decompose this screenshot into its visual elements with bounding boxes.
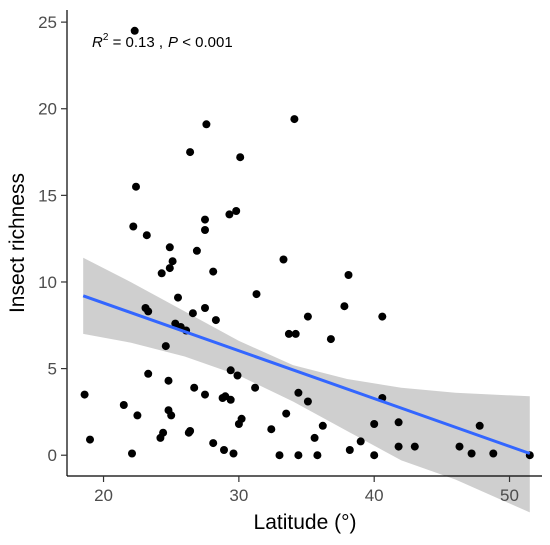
- y-tick-label-20: 20: [38, 100, 57, 119]
- data-point-41: [190, 383, 199, 392]
- data-point-68: [356, 437, 365, 446]
- r-squared-label: R: [92, 34, 103, 51]
- x-tick-label-40: 40: [365, 486, 384, 505]
- data-point-24: [201, 304, 209, 312]
- p-label: P: [168, 34, 178, 51]
- data-point-35: [326, 335, 335, 344]
- y-tick-label-0: 0: [48, 446, 57, 465]
- data-point-44: [80, 390, 89, 399]
- data-point-75: [229, 449, 238, 458]
- data-point-61: [267, 425, 276, 434]
- y-tick-label-10: 10: [38, 273, 57, 292]
- data-point-33: [284, 329, 293, 338]
- data-point-65: [156, 433, 165, 442]
- data-point-49: [226, 395, 235, 404]
- data-point-7: [225, 210, 234, 219]
- data-point-54: [133, 411, 142, 420]
- data-point-19: [344, 271, 353, 279]
- data-point-14: [168, 257, 177, 266]
- data-point-10: [201, 226, 209, 234]
- r-squared-value: = 0.13 ,: [108, 34, 163, 51]
- data-point-5: [132, 182, 140, 191]
- data-point-17: [157, 269, 166, 278]
- data-point-69: [209, 439, 218, 448]
- y-axis-title: Insect richness: [6, 173, 29, 313]
- plot-area: [80, 26, 534, 513]
- data-point-76: [128, 449, 136, 458]
- data-point-57: [318, 421, 327, 430]
- data-point-29: [211, 316, 220, 325]
- data-point-72: [394, 442, 403, 451]
- y-tick-label-5: 5: [48, 360, 57, 379]
- data-point-13: [192, 246, 201, 255]
- data-point-74: [220, 446, 228, 454]
- data-point-0: [130, 26, 139, 35]
- data-point-53: [167, 411, 176, 420]
- data-point-16: [165, 264, 174, 273]
- data-point-48: [303, 397, 312, 406]
- data-point-71: [455, 442, 464, 451]
- data-point-20: [252, 290, 261, 299]
- data-point-4: [236, 153, 245, 162]
- data-point-60: [475, 421, 484, 430]
- regression-line: [82, 294, 531, 455]
- data-point-28: [378, 312, 387, 321]
- axes: 20 30 40 50 0 5 10 15 20 25: [38, 13, 519, 505]
- data-point-67: [86, 435, 94, 444]
- data-point-36: [161, 342, 170, 351]
- r-squared-exponent: 2: [103, 32, 109, 43]
- data-point-8: [201, 215, 209, 224]
- x-tick-label-50: 50: [500, 486, 519, 505]
- data-point-34: [291, 329, 300, 338]
- data-point-9: [129, 222, 138, 231]
- data-point-42: [251, 383, 260, 392]
- data-point-38: [144, 369, 153, 378]
- data-point-80: [370, 451, 379, 460]
- data-point-2: [202, 120, 211, 129]
- confidence-band: [83, 257, 530, 513]
- data-point-39: [233, 371, 242, 380]
- data-point-25: [340, 302, 349, 311]
- data-point-18: [209, 267, 218, 276]
- data-point-56: [234, 420, 243, 428]
- y-tick-label-15: 15: [38, 186, 57, 205]
- data-point-6: [232, 207, 241, 215]
- data-point-63: [184, 428, 193, 437]
- data-point-78: [294, 451, 303, 460]
- data-point-27: [303, 312, 312, 321]
- data-point-79: [313, 451, 322, 460]
- data-point-26: [188, 309, 197, 318]
- y-tick-label-25: 25: [38, 13, 57, 32]
- x-tick-label-20: 20: [94, 486, 113, 505]
- data-point-82: [489, 449, 498, 458]
- data-point-1: [290, 115, 299, 124]
- data-point-3: [186, 148, 195, 157]
- data-point-73: [345, 446, 354, 454]
- data-point-59: [394, 418, 403, 427]
- data-point-77: [275, 451, 284, 460]
- data-point-45: [294, 388, 303, 397]
- x-tick-label-30: 30: [229, 486, 248, 505]
- data-point-43: [201, 390, 209, 399]
- data-point-40: [164, 376, 173, 385]
- data-point-58: [370, 420, 379, 428]
- data-point-23: [144, 307, 153, 316]
- data-point-81: [467, 449, 476, 458]
- data-point-70: [410, 442, 419, 451]
- data-point-21: [174, 293, 182, 302]
- data-point-51: [282, 409, 291, 418]
- p-value: < 0.001: [178, 34, 233, 51]
- data-point-12: [165, 243, 174, 252]
- stats-annotation: R2 = 0.13 , P < 0.001: [92, 32, 233, 51]
- x-axis-title: Latitude (°): [254, 511, 357, 534]
- data-point-15: [279, 255, 288, 264]
- data-point-37: [226, 366, 235, 375]
- data-point-11: [142, 231, 151, 240]
- data-point-66: [310, 433, 319, 442]
- data-point-50: [119, 401, 128, 409]
